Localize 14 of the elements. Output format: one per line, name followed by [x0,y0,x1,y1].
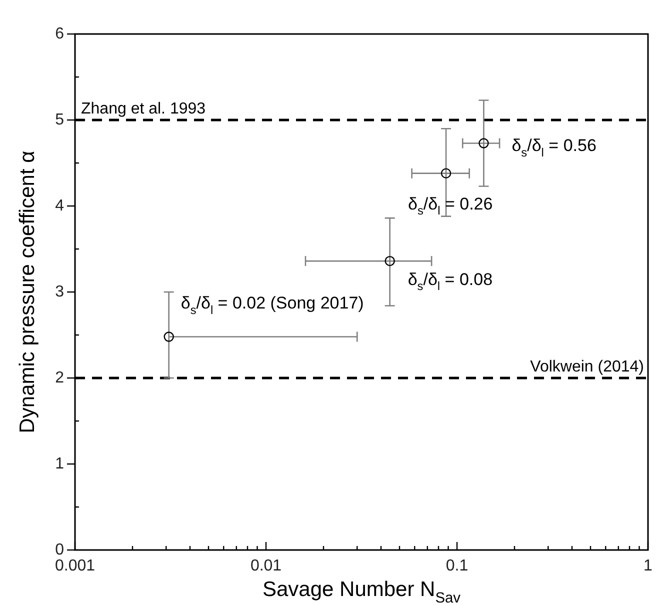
y-tick-label: 6 [55,25,64,42]
x-tick-label: 0.1 [446,557,468,574]
ref-line-label: Volkwein (2014) [530,358,644,376]
x-tick-label: 0.001 [54,557,96,574]
y-tick-label: 3 [55,283,64,300]
y-axis-title: Dynamic pressure coefficent α [16,150,39,434]
ref-line-label: Zhang et al. 1993 [81,100,206,118]
y-tick-label: 5 [55,111,64,128]
y-tick-label: 0 [55,541,64,558]
y-tick-label: 1 [55,455,64,472]
x-tick-label: 1 [644,557,653,574]
y-tick-label: 4 [55,197,64,214]
x-tick-label: 0.01 [250,557,282,574]
y-tick-label: 2 [55,369,64,386]
